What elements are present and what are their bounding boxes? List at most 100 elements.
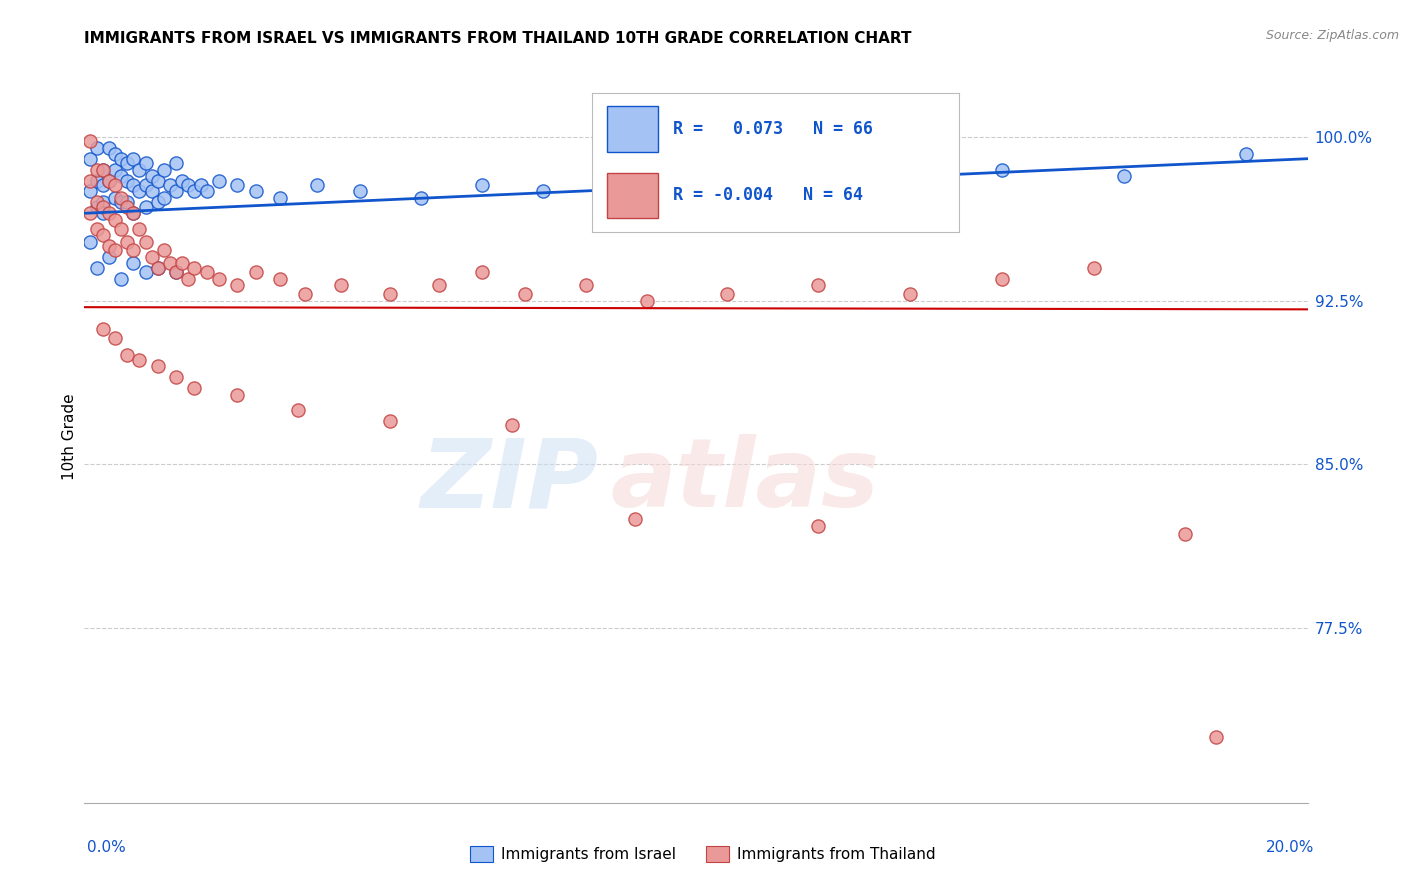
Point	[141, 250, 163, 264]
Point	[97, 250, 120, 264]
Text: ZIP: ZIP	[420, 434, 598, 527]
Point	[531, 185, 554, 199]
Point	[146, 173, 169, 187]
Point	[177, 272, 200, 286]
Point	[195, 265, 218, 279]
Point	[427, 278, 450, 293]
Point	[110, 169, 132, 183]
Point	[135, 265, 157, 279]
Point	[91, 228, 114, 243]
Point	[122, 256, 145, 270]
Point	[110, 221, 132, 235]
Text: atlas: atlas	[610, 434, 879, 527]
Point	[153, 244, 176, 258]
Point	[86, 195, 108, 210]
Point	[79, 206, 101, 220]
Point	[183, 381, 205, 395]
Point	[1083, 260, 1105, 275]
Point	[97, 239, 120, 253]
Point	[104, 147, 127, 161]
Point	[898, 287, 921, 301]
Point	[86, 200, 108, 214]
Point	[165, 265, 187, 279]
Point	[172, 173, 194, 187]
Point	[122, 206, 145, 220]
Text: IMMIGRANTS FROM ISRAEL VS IMMIGRANTS FROM THAILAND 10TH GRADE CORRELATION CHART: IMMIGRANTS FROM ISRAEL VS IMMIGRANTS FRO…	[84, 31, 912, 46]
Point	[91, 162, 114, 177]
Point	[869, 178, 891, 192]
Point	[110, 195, 132, 210]
Point	[172, 256, 194, 270]
Point	[776, 169, 799, 183]
Point	[128, 352, 150, 367]
Point	[86, 221, 108, 235]
Point	[183, 185, 205, 199]
Point	[97, 173, 120, 187]
Point	[165, 370, 187, 384]
Point	[165, 265, 187, 279]
Point	[128, 221, 150, 235]
Point	[165, 156, 187, 170]
Point	[104, 331, 127, 345]
Point	[91, 178, 114, 192]
Point	[1174, 527, 1197, 541]
Point	[135, 178, 157, 192]
Point	[110, 152, 132, 166]
Point	[91, 195, 114, 210]
Point	[97, 173, 120, 187]
Point	[141, 169, 163, 183]
Point	[97, 206, 120, 220]
Point	[104, 191, 127, 205]
Point	[91, 322, 114, 336]
Point	[1114, 169, 1136, 183]
Point	[146, 260, 169, 275]
Point	[165, 185, 187, 199]
Point	[226, 387, 249, 401]
Point	[807, 278, 830, 293]
Point	[624, 512, 647, 526]
Point	[79, 173, 101, 187]
Point	[245, 265, 267, 279]
Point	[593, 173, 616, 187]
Point	[409, 191, 432, 205]
Point	[471, 265, 494, 279]
Point	[685, 178, 707, 192]
Point	[226, 278, 249, 293]
Point	[86, 141, 108, 155]
Point	[991, 272, 1014, 286]
Point	[1236, 147, 1258, 161]
Point	[122, 206, 145, 220]
Point	[91, 206, 114, 220]
Point	[208, 272, 231, 286]
Point	[380, 414, 402, 428]
Point	[159, 178, 181, 192]
Point	[135, 235, 157, 249]
Point	[135, 200, 157, 214]
Point	[115, 195, 138, 210]
Point	[79, 235, 101, 249]
Text: 0.0%: 0.0%	[87, 840, 127, 855]
Point	[146, 195, 169, 210]
Y-axis label: 10th Grade: 10th Grade	[62, 393, 77, 481]
Point	[305, 178, 328, 192]
Point	[97, 141, 120, 155]
Point	[146, 260, 169, 275]
Point	[104, 162, 127, 177]
Point	[575, 278, 598, 293]
Point	[349, 185, 371, 199]
Point	[115, 235, 138, 249]
Point	[269, 191, 291, 205]
Point	[153, 162, 176, 177]
Point	[380, 287, 402, 301]
Point	[104, 244, 127, 258]
Point	[86, 173, 108, 187]
Point	[807, 518, 830, 533]
Point	[330, 278, 353, 293]
Point	[86, 162, 108, 177]
Point	[122, 244, 145, 258]
Point	[513, 287, 536, 301]
Point	[471, 178, 494, 192]
Point	[177, 178, 200, 192]
Point	[91, 200, 114, 214]
Point	[991, 162, 1014, 177]
